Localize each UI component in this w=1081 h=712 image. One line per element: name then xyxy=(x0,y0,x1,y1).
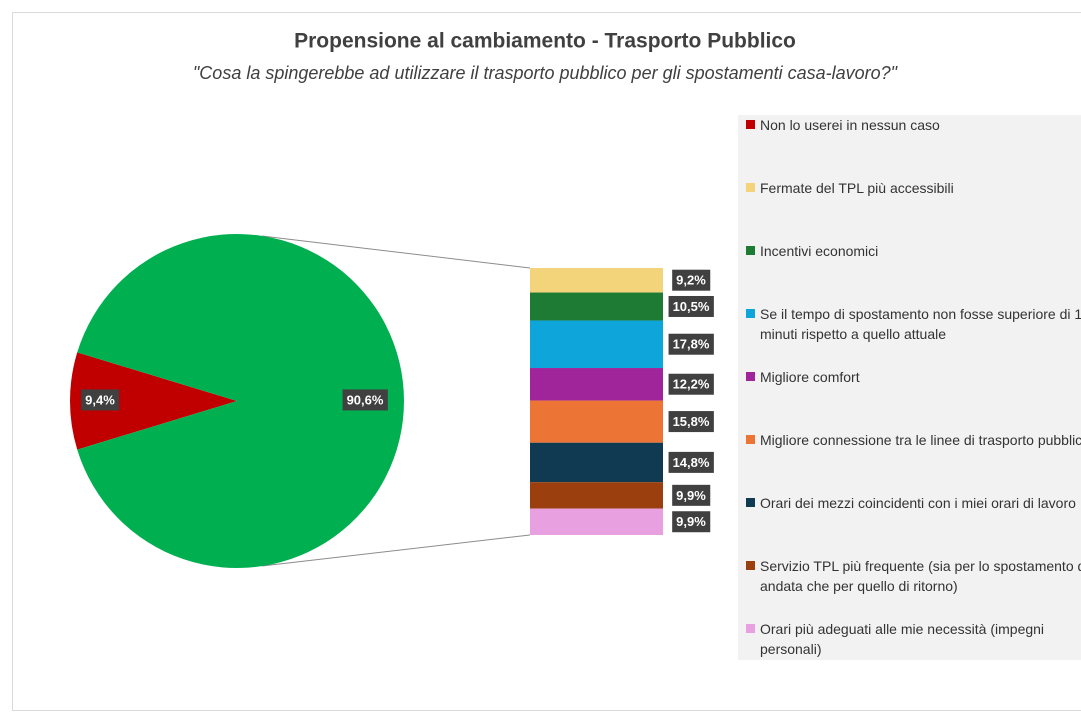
label-box xyxy=(668,451,714,473)
legend-swatch xyxy=(746,435,755,444)
pie-slice xyxy=(70,352,237,450)
data-label: 9,4% xyxy=(85,392,115,407)
chart-border xyxy=(12,12,1081,711)
bar-segment xyxy=(530,268,663,293)
legend-item: Migliore connessione tra le linee di tra… xyxy=(746,430,1081,450)
legend-item: Migliore comfort xyxy=(746,367,1081,387)
chart-title: Propensione al cambiamento - Trasporto P… xyxy=(294,30,796,53)
label-box xyxy=(668,373,714,395)
legend-label: Orari dei mezzi coincidenti con i miei o… xyxy=(760,495,1076,511)
legend-label: Non lo userei in nessun caso xyxy=(760,117,940,133)
legend-swatch xyxy=(746,246,755,255)
bar-segment xyxy=(530,508,663,535)
legend-swatch xyxy=(746,183,755,192)
bar-segment xyxy=(530,482,663,509)
legend-swatch xyxy=(746,624,755,633)
legend-swatch xyxy=(746,120,755,129)
bar-segment xyxy=(530,368,663,401)
legend-item: Se il tempo di spostamento non fosse sup… xyxy=(746,304,1081,344)
chart-subtitle: "Cosa la spingerebbe ad utilizzare il tr… xyxy=(193,63,899,83)
data-label: 12,2% xyxy=(673,377,710,392)
legend-item: Orari più adeguati alle mie necessità (i… xyxy=(746,619,1081,659)
data-label: 10,5% xyxy=(673,299,710,314)
data-label: 15,8% xyxy=(673,414,710,429)
bar-segment xyxy=(530,400,663,443)
data-label: 14,8% xyxy=(673,455,710,470)
label-box xyxy=(672,484,711,506)
legend-label: Incentivi economici xyxy=(760,243,879,259)
label-box xyxy=(668,295,714,317)
legend-item: Fermate del TPL più accessibili xyxy=(746,178,1081,198)
legend-item: Orari dei mezzi coincidenti con i miei o… xyxy=(746,493,1081,513)
pie-slice xyxy=(77,234,405,569)
legend-label: Servizio TPL più frequente (sia per lo s… xyxy=(760,558,1081,594)
connector xyxy=(261,534,531,567)
legend-swatch xyxy=(746,372,755,381)
connector xyxy=(261,235,531,269)
legend-item: Non lo userei in nessun caso xyxy=(746,115,1081,135)
legend-label: Migliore comfort xyxy=(760,369,860,385)
data-label: 90,6% xyxy=(347,392,384,407)
label-box xyxy=(672,269,711,291)
legend-label: Se il tempo di spostamento non fosse sup… xyxy=(760,306,1081,342)
label-box xyxy=(668,333,714,355)
bar-segment xyxy=(530,320,663,369)
legend: Non lo userei in nessun caso Fermate del … xyxy=(738,115,1081,660)
label-box xyxy=(342,389,388,411)
label-box xyxy=(81,389,120,411)
legend-label: Fermate del TPL più accessibili xyxy=(760,180,954,196)
legend-item: Incentivi economici xyxy=(746,241,1081,261)
bar-segment xyxy=(530,292,663,321)
data-label: 17,8% xyxy=(673,337,710,352)
legend-item: Servizio TPL più frequente (sia per lo s… xyxy=(746,556,1081,596)
data-label: 9,9% xyxy=(676,488,706,503)
legend-swatch xyxy=(746,561,755,570)
data-label: 9,2% xyxy=(676,273,706,288)
bar-segment xyxy=(530,442,663,483)
legend-swatch xyxy=(746,498,755,507)
legend-label: Orari più adeguati alle mie necessità (i… xyxy=(760,621,1045,657)
label-box xyxy=(668,411,714,433)
legend-swatch xyxy=(746,309,755,318)
label-box xyxy=(672,511,711,533)
data-label: 9,9% xyxy=(676,514,706,529)
legend-label: Migliore connessione tra le linee di tra… xyxy=(760,432,1081,448)
